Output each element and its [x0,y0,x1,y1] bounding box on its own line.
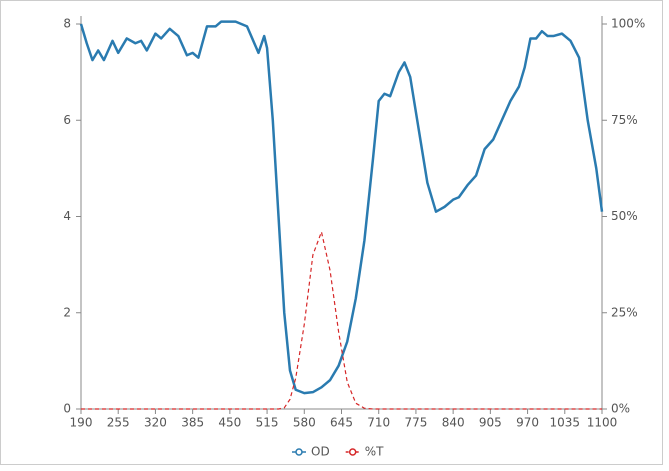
x-tick-label: 450 [218,416,241,430]
y2-tick-label: 100% [611,17,645,31]
y2-tick-label: 25% [611,305,638,319]
x-tick-label: 775 [404,416,427,430]
legend-label: OD [311,445,330,459]
frame [0,0,663,465]
x-tick-label: 905 [479,416,502,430]
x-tick-label: 385 [181,416,204,430]
x-tick-label: 1100 [587,416,618,430]
x-tick-label: 255 [107,416,130,430]
y-tick-label: 8 [63,17,71,31]
y-tick-label: 2 [63,305,71,319]
x-tick-label: 190 [70,416,93,430]
x-tick-label: 645 [330,416,353,430]
x-tick-label: 970 [516,416,539,430]
x-tick-label: 515 [256,416,279,430]
series-line [81,231,602,410]
series-line [79,20,604,395]
y2-tick-label: 50% [611,209,638,223]
x-tick-label: 320 [144,416,167,430]
x-tick-label: 840 [442,416,465,430]
x-tick-label: 710 [367,416,390,430]
y-tick-label: 6 [63,113,71,127]
y-tick-label: 0 [63,402,71,416]
y2-tick-label: 0% [611,402,630,416]
y-tick-label: 4 [63,209,71,223]
y2-tick-label: 75% [611,113,638,127]
x-tick-label: 1035 [550,416,581,430]
x-tick-label: 580 [293,416,316,430]
legend-label: %T [365,445,384,459]
legend-marker [295,448,303,456]
legend-marker [348,448,357,456]
